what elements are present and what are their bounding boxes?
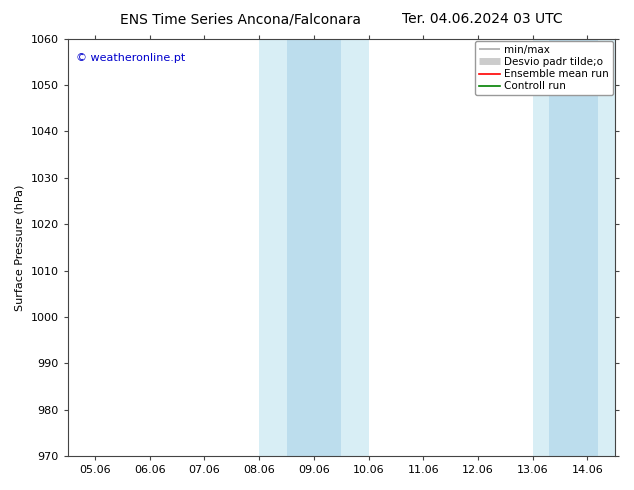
Bar <box>287 39 341 456</box>
Text: © weatheronline.pt: © weatheronline.pt <box>76 53 185 63</box>
Text: Ter. 04.06.2024 03 UTC: Ter. 04.06.2024 03 UTC <box>401 12 562 26</box>
Bar <box>259 39 368 456</box>
Legend: min/max, Desvio padr tilde;o, Ensemble mean run, Controll run: min/max, Desvio padr tilde;o, Ensemble m… <box>475 41 612 96</box>
Bar <box>549 39 598 456</box>
Bar <box>533 39 615 456</box>
Y-axis label: Surface Pressure (hPa): Surface Pressure (hPa) <box>15 184 25 311</box>
Text: ENS Time Series Ancona/Falconara: ENS Time Series Ancona/Falconara <box>120 12 361 26</box>
